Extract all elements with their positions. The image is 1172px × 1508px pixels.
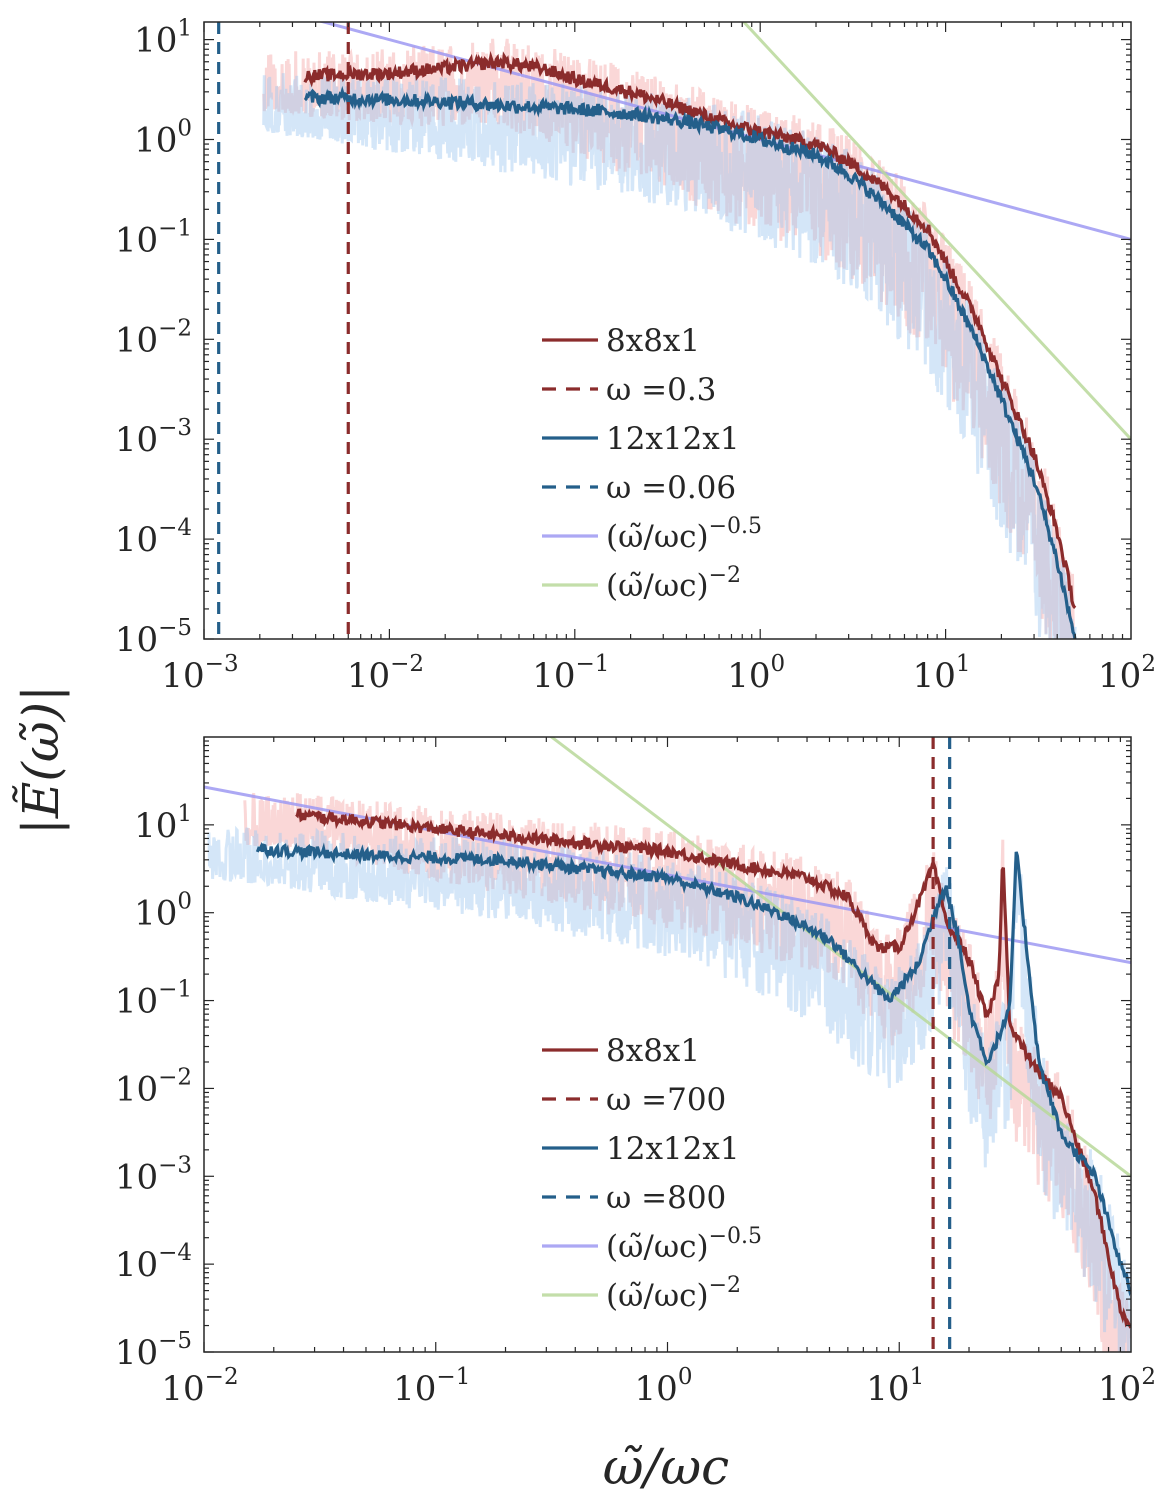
plot-area [204, 737, 1131, 1352]
bottom-panel: 10−2 10−1 100 101 102 10−5 10−4 10−3 10−2 10−1 100… [115, 736, 1156, 1409]
x-tick-label: 100 [727, 651, 785, 696]
y-tick-label: 10−3 [115, 1152, 192, 1197]
y-tick-label: 10−5 [115, 615, 192, 660]
series-blue-raw [207, 825, 1131, 1352]
legend-label: ω =0.06 [606, 470, 736, 506]
series-red-line [295, 808, 1131, 1329]
y-tick-label: 100 [134, 115, 192, 160]
legend-label: ω =700 [606, 1082, 726, 1118]
x-tick-label: 100 [635, 1364, 693, 1409]
x-tick-label: 10−2 [161, 1364, 238, 1409]
legend-label: ω =800 [606, 1180, 726, 1216]
y-tick-label: 10−4 [115, 1240, 192, 1285]
x-tick-label: 101 [866, 1364, 924, 1409]
y-tick-label: 10−2 [115, 315, 192, 360]
series-red-line [303, 50, 1077, 609]
plot-area [217, 22, 1131, 639]
axes-box [203, 21, 1132, 640]
legend-label: 12x12x1 [606, 421, 740, 457]
series-blue-line [255, 841, 1131, 1297]
legend-label: ω =0.3 [606, 372, 716, 408]
y-tick-label: 100 [134, 889, 192, 934]
legend: 8x8x1 ω =700 12x12x1 ω =800 (ω̃/ωc)−0.5 (ω̃/ω… [542, 1033, 762, 1314]
top-panel: 10−3 10−2 10−1 100 101 102 10−5 10−4 10−3 10−2 10−… [115, 16, 1156, 696]
legend-label: (ω̃/ωc)−0.5 [606, 1224, 762, 1265]
y-tick-label: 10−2 [115, 1064, 192, 1109]
y-tick-label: 10−4 [115, 515, 192, 560]
guide-line-green [549, 737, 1131, 1178]
legend-label: (ω̃/ωc)−0.5 [606, 514, 762, 555]
x-tick-label: 10−2 [347, 651, 424, 696]
y-tick-label: 101 [134, 16, 192, 61]
x-tick-label: 10−1 [532, 651, 609, 696]
legend-label: 8x8x1 [606, 323, 700, 359]
y-tick-label: 10−1 [115, 215, 192, 260]
y-tick-label: 10−5 [115, 1328, 192, 1373]
y-tick-label: 10−1 [115, 977, 192, 1022]
legend-label: (ω̃/ωc)−2 [606, 1273, 741, 1314]
y-tick-label: 10−3 [115, 415, 192, 460]
legend-label: 12x12x1 [606, 1131, 740, 1167]
x-tick-label: 101 [913, 651, 971, 696]
x-axis-title: ω̃/ωc [603, 1438, 729, 1496]
legend: 8x8x1 ω =0.3 12x12x1 ω =0.06 (ω̃/ωc)−0.5 (ω̃/… [542, 323, 762, 604]
y-tick-label: 101 [134, 801, 192, 846]
series-red-raw [262, 38, 1076, 639]
guide-line-green [741, 22, 1131, 441]
x-tick-label: 102 [1098, 651, 1156, 696]
series-blue-line [303, 85, 1077, 639]
x-tick-label: 102 [1098, 1364, 1156, 1409]
legend-label: 8x8x1 [606, 1033, 700, 1069]
x-tick-label: 10−1 [393, 1364, 470, 1409]
x-tick-label: 10−3 [161, 651, 238, 696]
legend-label: (ω̃/ωc)−2 [606, 563, 741, 604]
y-axis-title: |Ẽ(ω̃)| [11, 685, 70, 835]
